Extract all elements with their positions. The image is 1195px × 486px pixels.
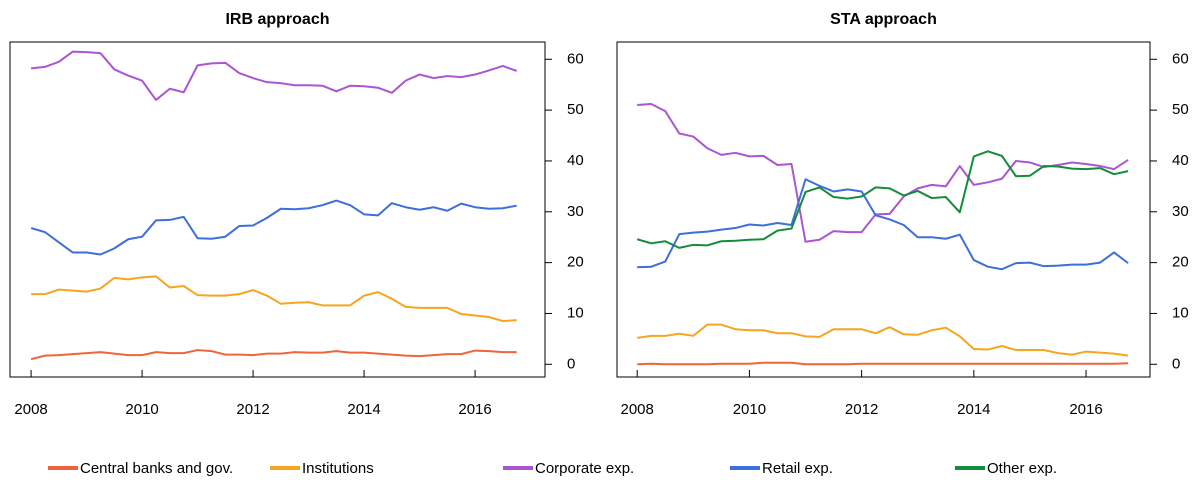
y-tick-label: 40 — [1172, 152, 1189, 169]
series-line — [637, 178, 1129, 271]
y-tick-label: 0 — [1172, 355, 1180, 372]
y-tick-label: 50 — [567, 101, 584, 118]
legend-label: Corporate exp. — [535, 460, 634, 477]
series-line — [30, 199, 517, 256]
series-line — [30, 349, 517, 361]
legend-label: Institutions — [302, 460, 374, 477]
y-tick-label: 0 — [567, 355, 575, 372]
y-tick-label: 60 — [1172, 50, 1189, 67]
legend-label: Other exp. — [987, 460, 1057, 477]
y-tick-label: 40 — [567, 152, 584, 169]
y-tick-label: 20 — [567, 254, 584, 271]
series-line — [637, 323, 1129, 357]
series-line — [31, 275, 517, 323]
legend-label: Central banks and gov. — [80, 460, 233, 477]
x-tick-label: 2012 — [236, 401, 269, 418]
x-tick-label: 2010 — [733, 401, 766, 418]
y-tick-label: 20 — [1172, 254, 1189, 271]
series-line — [637, 361, 1129, 366]
x-tick-label: 2014 — [347, 401, 380, 418]
x-tick-label: 2010 — [125, 401, 158, 418]
panel-title: IRB approach — [225, 11, 329, 28]
plot-frame — [9, 41, 546, 378]
y-tick-label: 10 — [567, 304, 584, 321]
plot-frame — [616, 41, 1151, 378]
series-line — [30, 50, 518, 101]
x-tick-label: 2008 — [621, 401, 654, 418]
y-tick-label: 50 — [1172, 101, 1189, 118]
series-line — [636, 150, 1129, 249]
x-tick-label: 2014 — [957, 401, 990, 418]
x-tick-label: 2008 — [14, 401, 47, 418]
x-tick-label: 2016 — [458, 401, 491, 418]
y-tick-label: 60 — [567, 50, 584, 67]
legend-label: Retail exp. — [762, 460, 833, 477]
panel-title: STA approach — [830, 11, 937, 28]
series-line — [637, 103, 1129, 243]
y-tick-label: 30 — [567, 203, 584, 220]
y-tick-label: 30 — [1172, 203, 1189, 220]
y-tick-label: 10 — [1172, 304, 1189, 321]
x-tick-label: 2012 — [845, 401, 878, 418]
x-tick-label: 2016 — [1069, 401, 1102, 418]
